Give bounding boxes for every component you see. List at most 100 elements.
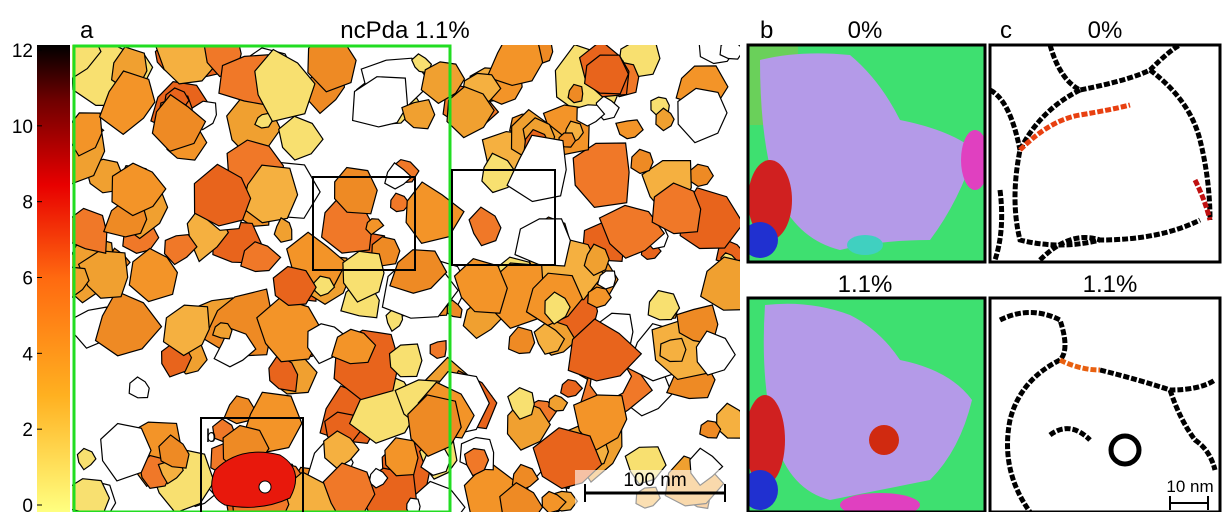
grain [128,376,150,399]
grain [323,430,360,470]
grain [541,490,567,512]
grain [268,354,299,393]
grain [211,322,233,340]
grain [583,54,630,95]
grain [256,297,324,363]
grain [111,162,167,217]
panel-title: ncPda 1.1% [340,17,469,44]
panel-title: 0% [1088,17,1123,44]
grain [630,148,654,175]
inset-label: b [206,426,216,446]
grain [406,497,421,512]
panel-label: c [1000,17,1012,44]
grain [72,45,102,80]
grain [659,337,687,363]
panel-label: a [80,17,94,44]
grain [368,467,389,489]
grain [223,395,256,425]
grain [719,45,740,60]
grain [389,249,448,294]
grain [651,182,702,235]
grain [544,291,571,325]
grain [307,45,357,93]
grain [514,218,572,267]
frame [746,43,987,264]
grain [162,304,210,357]
grain [94,290,163,357]
panel-title: 1.1% [838,271,893,298]
grain [401,99,436,130]
grain [72,266,90,299]
grain [499,481,544,512]
grain [384,437,419,477]
grain [128,247,179,303]
grain [351,76,409,128]
grain [615,119,644,140]
grain [72,478,111,512]
grain [576,104,606,127]
grain [583,243,610,277]
grain [463,447,490,477]
grain [677,87,728,144]
tick-label: 10 [12,117,33,138]
grain [700,256,740,311]
grain [213,327,257,368]
grain [429,340,447,360]
panel-label: b [760,17,773,44]
roi-box [312,176,416,271]
orientation-map [748,45,985,262]
grain [151,93,207,152]
grain [507,326,536,355]
grain [507,387,535,420]
grain [154,45,222,85]
grain [598,204,666,259]
grain [100,422,152,482]
tick-label: 2 [22,420,33,441]
grain [548,394,569,412]
grain [76,447,97,471]
grain [330,328,377,365]
grain [365,218,385,236]
grain [446,86,495,139]
grain [572,142,630,209]
grain [98,70,156,136]
frame [988,43,1222,264]
grain [715,402,740,439]
grain [647,289,681,321]
tick-label: 12 [12,41,33,62]
grain [278,115,324,161]
roi-box [451,169,556,266]
grain [254,48,316,123]
map-a [72,45,740,512]
tick-label: 0 [22,496,33,512]
grain [655,107,675,132]
grain [560,378,584,398]
tick-label: 4 [22,344,33,365]
boundary-map [998,310,1218,512]
tick-label: 6 [22,269,33,290]
grain [322,462,376,512]
grain [389,192,411,213]
grain [695,330,736,376]
grain [699,420,722,439]
boundary-map [990,45,1213,262]
grain [240,241,282,273]
grain [158,434,190,469]
panel-title: 0% [848,17,883,44]
colorbar [37,45,70,512]
grain [72,112,103,157]
tick-label: 8 [22,193,33,214]
grain [468,206,502,247]
grain [388,343,423,378]
panel-title: 1.1% [1083,271,1138,298]
grain [163,233,198,266]
grain [72,207,108,254]
grain [333,166,378,215]
grain [272,265,317,307]
grain [273,217,293,243]
grain [567,318,643,382]
grain [533,322,566,355]
grain [486,45,544,87]
grain [342,250,385,303]
grain [203,288,274,357]
